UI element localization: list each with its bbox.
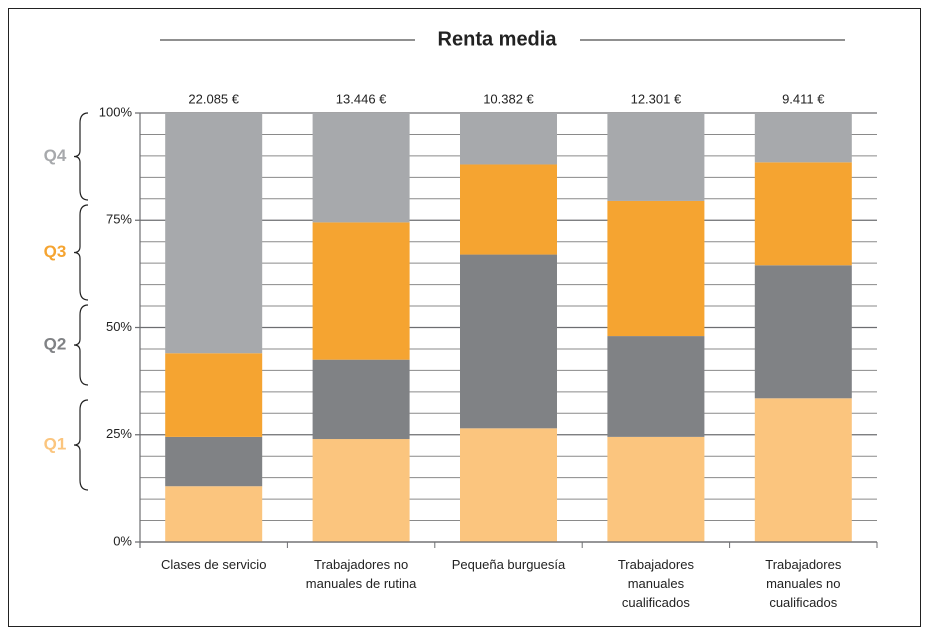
top-label: 10.382 € [483,91,534,106]
legend-brace [73,399,89,491]
x-tick-label: Clases de servicio [161,557,267,572]
bar-segment [607,113,705,201]
x-tick-label: Trabajadores manuales cualificados [618,557,695,610]
bar-segment [165,113,263,354]
x-tick-label: Pequeña burguesía [452,557,566,572]
bar-segment [312,439,410,542]
bar-segment [165,486,263,542]
x-tick-label: Trabajadores no manuales de rutina [306,557,417,591]
legend-label: Q2 [44,334,67,353]
bar-segment [754,265,852,399]
y-tick-label: 25% [106,426,132,441]
bar-segment [754,113,852,163]
bar-segment [607,436,705,542]
bar-segment [460,254,557,429]
legend-label: Q3 [44,242,67,261]
top-label: 22.085 € [188,91,239,106]
legend-brace [73,112,89,201]
legend-label: Q1 [44,434,67,453]
bar-segment [165,353,263,437]
top-label: 13.446 € [336,91,387,106]
bar-segment [312,359,410,440]
bar-segment [312,222,410,360]
y-tick-label: 50% [106,319,132,334]
y-tick-label: 100% [99,104,133,119]
bar-segment [312,113,410,223]
chart-title: Renta media [438,28,558,50]
legend-label: Q4 [44,146,67,165]
bar-segment [607,200,705,337]
y-tick-label: 0% [113,533,132,548]
top-label: 12.301 € [631,91,682,106]
legend-brace [73,304,89,386]
bar-segment [754,398,852,542]
legend-brace [73,204,89,301]
x-tick-label: Trabajadores manuales no cualificados [765,557,842,610]
bar-segment [460,164,557,255]
bar-segment [607,336,705,437]
bar-segment [460,113,557,165]
bar-segment [460,428,557,542]
y-tick-label: 75% [106,212,132,227]
bar-segment [754,162,852,266]
bar-segment [165,436,263,487]
top-label: 9.411 € [782,91,825,106]
